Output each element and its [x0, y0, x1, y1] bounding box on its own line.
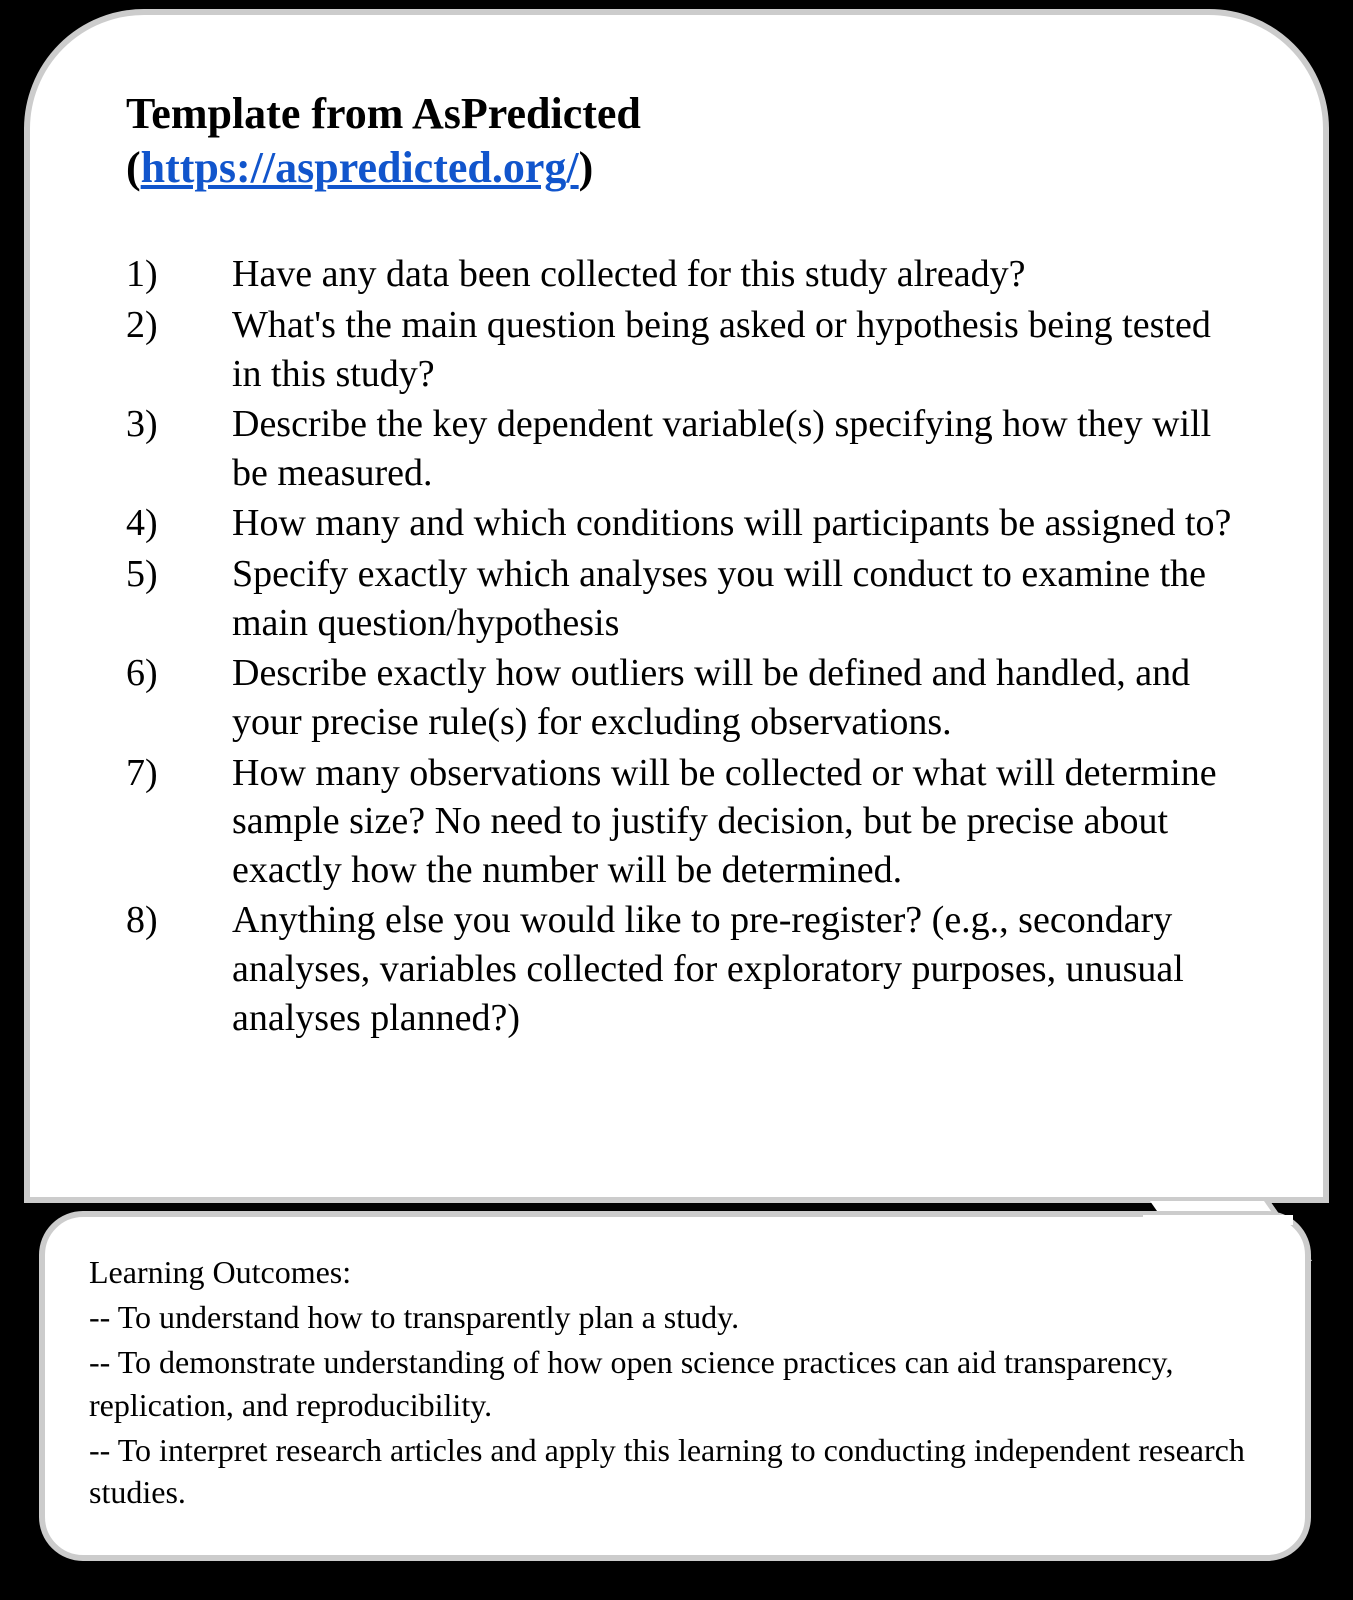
question-row: 6) Describe exactly how outliers will be… [126, 649, 1259, 746]
question-text: Have any data been collected for this st… [232, 250, 1259, 299]
outcomes-panel: Learning Outcomes: -- To understand how … [24, 1211, 1329, 1591]
question-text: What's the main question being asked or … [232, 301, 1259, 398]
template-panel: Template from AsPredicted (https://aspre… [24, 9, 1329, 1203]
outcomes-item: -- To interpret research articles and ap… [89, 1429, 1261, 1515]
question-number: 7) [126, 749, 232, 895]
question-row: 1) Have any data been collected for this… [126, 250, 1259, 299]
question-number: 5) [126, 550, 232, 647]
template-title: Template from AsPredicted (https://aspre… [126, 87, 1259, 194]
question-number: 3) [126, 400, 232, 497]
outcomes-item: -- To understand how to transparently pl… [89, 1296, 1261, 1339]
question-row: 5) Specify exactly which analyses you wi… [126, 550, 1259, 647]
question-number: 8) [126, 896, 232, 1042]
question-text: Anything else you would like to pre-regi… [232, 896, 1259, 1042]
outcomes-heading: Learning Outcomes: [89, 1251, 1261, 1294]
question-number: 4) [126, 499, 232, 548]
question-number: 2) [126, 301, 232, 398]
learning-outcomes-bubble: Learning Outcomes: -- To understand how … [39, 1211, 1311, 1561]
question-text: Specify exactly which analyses you will … [232, 550, 1259, 647]
title-line1: Template from AsPredicted [126, 89, 641, 138]
question-number: 1) [126, 250, 232, 299]
question-text: Describe the key dependent variable(s) s… [232, 400, 1259, 497]
question-text: How many and which conditions will parti… [232, 499, 1259, 548]
aspredicted-link[interactable]: https://aspredicted.org/ [141, 143, 579, 192]
question-text: How many observations will be collected … [232, 749, 1259, 895]
question-row: 8) Anything else you would like to pre-r… [126, 896, 1259, 1042]
question-text: Describe exactly how outliers will be de… [232, 649, 1259, 746]
outcomes-item: -- To demonstrate understanding of how o… [89, 1341, 1261, 1427]
question-number: 6) [126, 649, 232, 746]
speech-bubble-tail-cover [1143, 1215, 1293, 1225]
question-row: 3) Describe the key dependent variable(s… [126, 400, 1259, 497]
title-paren-open: ( [126, 143, 141, 192]
questions-list: 1) Have any data been collected for this… [126, 250, 1259, 1042]
page-root: Template from AsPredicted (https://aspre… [0, 0, 1353, 1600]
question-row: 4) How many and which conditions will pa… [126, 499, 1259, 548]
question-row: 7) How many observations will be collect… [126, 749, 1259, 895]
question-row: 2) What's the main question being asked … [126, 301, 1259, 398]
title-paren-close: ) [579, 143, 594, 192]
